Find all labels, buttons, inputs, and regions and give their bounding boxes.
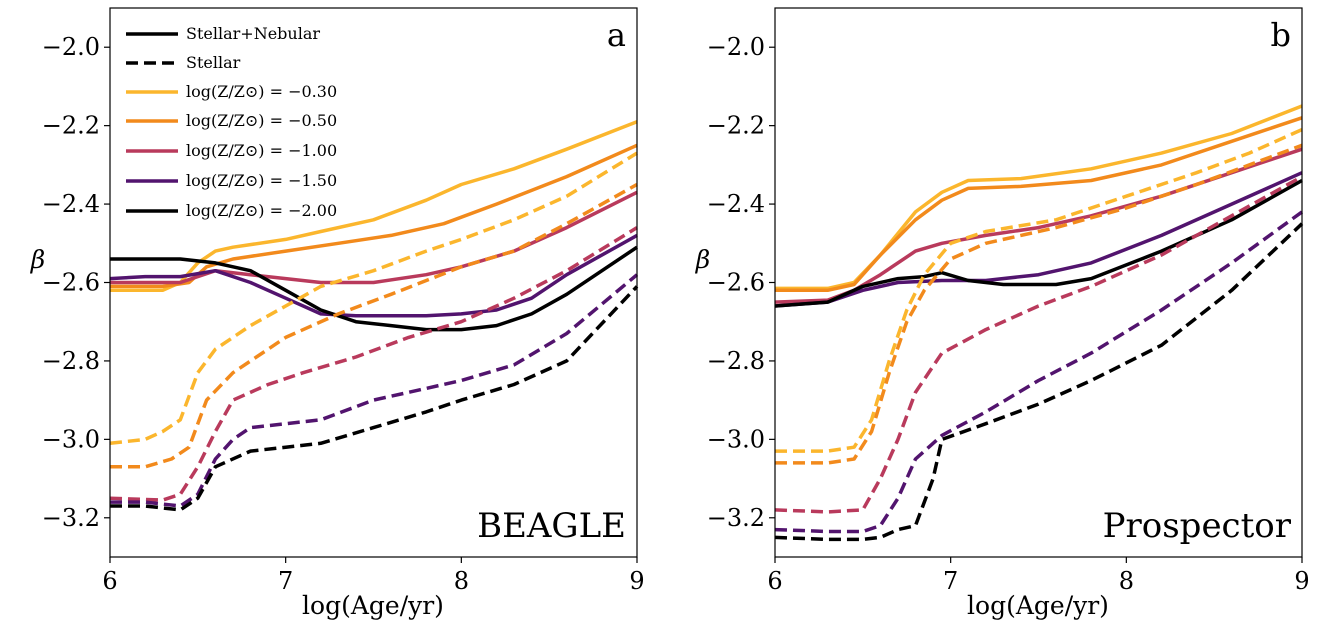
panel-a-y-tick-label: −2.8 [42,347,100,375]
panel-a-series-nebular-zm200 [110,245,638,332]
panel-b-x-tick-label: 8 [1119,567,1134,595]
panel-a-series-stellar-zm100 [109,226,638,502]
panel-a-series-stellar-zm150 [110,273,639,508]
panel-b-series [774,104,1304,542]
panel-b-series-stellar-zm100 [774,175,1303,514]
legend-label-0: Stellar+Nebular [186,24,320,43]
legend-entry-stellar-nebular: Stellar+Nebular [126,24,320,43]
legend-label-2: log(Z/Z⊙) = −0.30 [186,82,337,101]
panel-b-series-nebular-zm100 [774,147,1303,304]
panel-b-y-tick-label: −2.0 [707,33,765,61]
panel-a-series-stellar-zm030 [109,151,638,446]
panel-a: 6 7 8 9 −3.2 −3.0 −2.8 −2.6 −2.4 −2.2 −2.0 log(Age… [30,7,645,620]
panel-b-series-stellar-zm030 [775,128,1303,453]
panel-b-series-nebular-zm200 [774,178,1303,308]
panel-a-series-nebular-zm030 [110,120,638,293]
panel-a-series-nebular-zm050 [110,143,638,289]
legend-label-5: log(Z/Z⊙) = −1.50 [186,171,337,190]
panel-b-series-stellar-zm150 [774,210,1304,534]
panel-a-y-tick-label: −2.6 [42,269,100,297]
panel-b-y-tick-label: −2.6 [707,269,765,297]
legend: Stellar+Nebular Stellar log(Z/Z⊙) = −0.3… [126,24,337,220]
panel-b-x-axis-label: log(Age/yr) [967,591,1109,620]
legend-label-6: log(Z/Z⊙) = −2.00 [186,201,337,220]
panel-a-y-tick-label: −3.2 [42,504,100,532]
panel-a-y-tick-label: −2.4 [42,190,100,218]
panel-b-series-nebular-zm030 [775,104,1303,291]
panel-a-frame [109,7,638,558]
panel-a-y-tick-label: −3.0 [42,425,100,453]
panel-b-x-tick-label: 7 [943,567,958,595]
panel-a-series [109,120,639,512]
panel-b-x-tick-label: 6 [767,567,782,595]
panel-b-y-tick-label: −3.2 [707,504,765,532]
panel-b-name: Prospector [1103,506,1292,546]
legend-label-4: log(Z/Z⊙) = −1.00 [186,141,337,160]
panel-b-y-tick-label: −2.4 [707,190,765,218]
legend-label-3: log(Z/Z⊙) = −0.50 [186,111,337,130]
panel-b-x-tick-label: 9 [1294,567,1309,595]
panel-a-x-tick-label: 8 [454,567,469,595]
legend-entry-z-050: log(Z/Z⊙) = −0.50 [126,111,337,130]
panel-b-series-stellar-zm200 [774,222,1304,542]
panel-b-series-nebular-zm150 [774,171,1303,308]
panel-a-name: BEAGLE [477,506,626,546]
panel-b-ticks: 6 7 8 9 −3.2 −3.0 −2.8 −2.6 −2.4 −2.2 −2.0 [707,33,1310,595]
panel-a-letter: a [607,16,626,54]
panel-a-y-tick-label: −2.2 [42,112,100,140]
panel-a-x-tick-label: 9 [629,567,644,595]
panel-b-y-tick-label: −3.0 [707,425,765,453]
legend-entry-z-150: log(Z/Z⊙) = −1.50 [126,171,337,190]
panel-a-x-tick-label: 6 [102,567,117,595]
panel-a-series-stellar-zm200 [110,285,639,512]
panel-b-letter: b [1271,16,1291,54]
legend-label-1: Stellar [186,53,241,72]
panel-a-series-stellar-zm050 [110,182,638,469]
legend-entry-z-030: log(Z/Z⊙) = −0.30 [126,82,337,101]
panel-a-x-tick-label: 7 [278,567,293,595]
panel-a-ticks: 6 7 8 9 −3.2 −3.0 −2.8 −2.6 −2.4 −2.2 −2.0 [42,33,645,595]
panel-b-series-stellar-zm050 [775,143,1303,465]
panel-b-y-axis-label: β [695,245,710,274]
panel-a-y-tick-label: −2.0 [42,33,100,61]
legend-entry-stellar: Stellar [126,53,241,72]
legend-entry-z-100: log(Z/Z⊙) = −1.00 [126,141,337,160]
panel-b: 6 7 8 9 −3.2 −3.0 −2.8 −2.6 −2.4 −2.2 −2.0 log(Age… [695,7,1310,620]
panel-b-y-tick-label: −2.2 [707,112,765,140]
panel-b-y-tick-label: −2.8 [707,347,765,375]
panel-b-series-nebular-zm050 [775,116,1303,293]
panel-b-frame [774,7,1303,558]
panel-a-y-axis-label: β [30,245,45,274]
panel-a-x-axis-label: log(Age/yr) [302,591,444,620]
legend-entry-z-200: log(Z/Z⊙) = −2.00 [126,201,337,220]
